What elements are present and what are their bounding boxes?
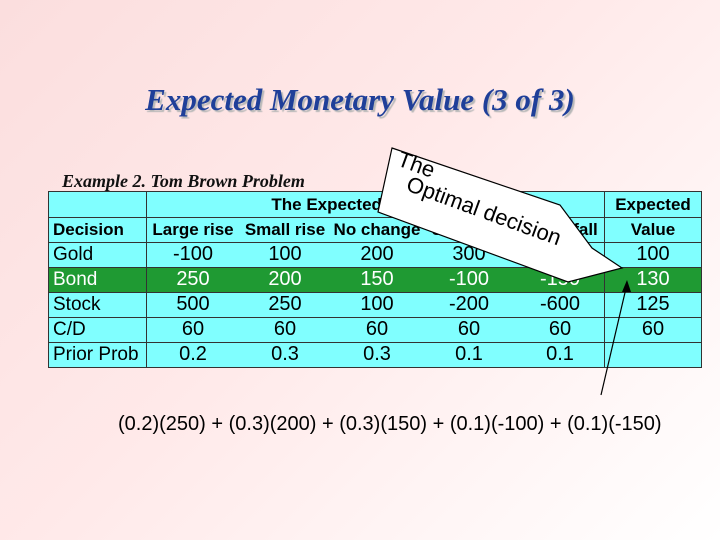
value-cell: -100 — [172, 243, 214, 265]
value-cell: -150 — [539, 268, 581, 290]
grid-line — [49, 267, 701, 268]
value-cell: 300 — [452, 243, 486, 265]
expected-value-formula: (0.2)(250) + (0.3)(200) + (0.3)(150) + (… — [118, 413, 662, 435]
table-row-cd: C/D 60 60 60 60 60 60 — [49, 317, 701, 342]
value-cell: 60 — [181, 318, 205, 340]
value-cell: 60 — [273, 318, 297, 340]
value-cell: 250 — [268, 293, 302, 315]
value-cell: -600 — [539, 293, 581, 315]
expected-header-line2: Value — [630, 220, 676, 239]
value-cell: 100 — [360, 293, 394, 315]
decision-label: Gold — [53, 244, 94, 265]
table-row-stock: Stock 500 250 100 -200 -600 125 — [49, 292, 701, 317]
prior-prob-cell: 0.3 — [363, 343, 391, 365]
grid-line — [604, 192, 605, 367]
slide-title: Expected Monetary Value (3 of 3) — [145, 82, 575, 117]
value-cell: 60 — [457, 318, 481, 340]
grid-line — [49, 217, 701, 218]
value-cell: 500 — [176, 293, 210, 315]
grid-line — [49, 317, 701, 318]
decision-label: Stock — [53, 294, 101, 315]
expected-value-cell: 130 — [636, 268, 670, 290]
column-header-large-rise: Large rise — [152, 220, 234, 239]
callout-text-the: The — [394, 146, 438, 182]
grid-line — [49, 342, 701, 343]
value-cell: 60 — [365, 318, 389, 340]
column-header-small-fall: Small fall — [431, 220, 507, 239]
expected-value-cell: 60 — [641, 318, 665, 340]
value-cell: 100 — [268, 243, 302, 265]
grid-line — [49, 242, 701, 243]
table-top-header: The Expected Value Criterion — [271, 195, 507, 214]
value-cell: 200 — [268, 268, 302, 290]
value-cell: -100 — [448, 268, 490, 290]
prior-prob-cell: 0.3 — [271, 343, 299, 365]
column-header-no-change: No change — [333, 220, 421, 239]
expected-value-cell: 100 — [636, 243, 670, 265]
decision-label: C/D — [53, 319, 86, 340]
column-header-large-fall: Large fall — [522, 220, 598, 239]
expected-value-table: The Expected Value Criterion Expected De… — [48, 191, 702, 368]
expected-header-line1: Expected — [615, 195, 691, 214]
prior-prob-cell: 0.1 — [455, 343, 483, 365]
prior-prob-cell: 0.1 — [546, 343, 574, 365]
grid-line — [146, 192, 147, 367]
value-cell: 250 — [176, 268, 210, 290]
value-cell: 200 — [360, 243, 394, 265]
value-cell: 60 — [548, 318, 572, 340]
expected-value-cell: 125 — [636, 293, 670, 315]
table-row-prior-prob: Prior Prob 0.2 0.3 0.3 0.1 0.1 — [49, 342, 701, 367]
value-cell: 150 — [360, 268, 394, 290]
column-header-small-rise: Small rise — [244, 220, 326, 239]
value-cell: -200 — [448, 293, 490, 315]
value-cell: 0 — [554, 243, 566, 265]
column-header-decision: Decision — [53, 220, 124, 239]
prior-prob-label: Prior Prob — [53, 344, 139, 365]
prior-prob-cell: 0.2 — [179, 343, 207, 365]
slide-subtitle: Example 2. Tom Brown Problem — [62, 171, 305, 191]
grid-line — [49, 292, 701, 293]
decision-label: Bond — [53, 269, 98, 290]
